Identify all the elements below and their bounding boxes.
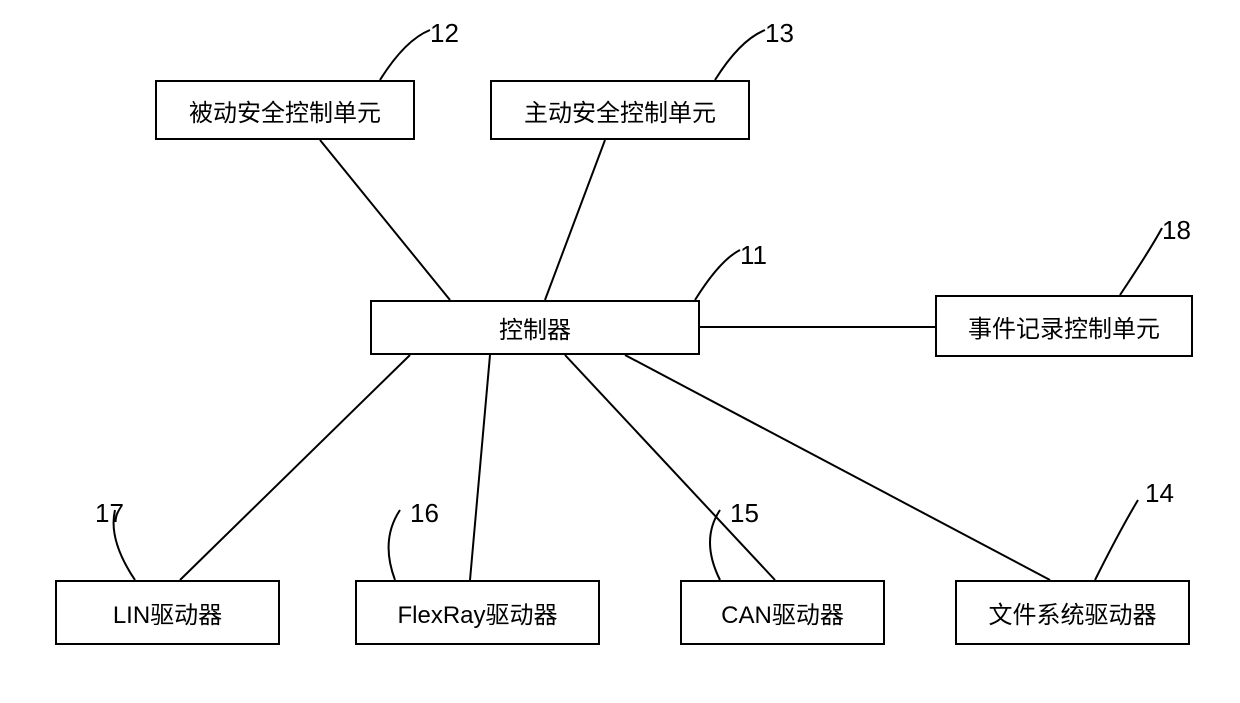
node-flexray-driver-label: FlexRay驱动器 [397, 595, 557, 630]
node-active-safety: 主动安全控制单元 [490, 80, 750, 140]
node-event-record-label: 事件记录控制单元 [968, 309, 1160, 344]
node-event-record: 事件记录控制单元 [935, 295, 1193, 357]
ref-label-15: 15 [730, 498, 759, 529]
ref-label-18: 18 [1162, 215, 1191, 246]
ref-label-16: 16 [410, 498, 439, 529]
node-file-system: 文件系统驱动器 [955, 580, 1190, 645]
node-can-driver: CAN驱动器 [680, 580, 885, 645]
ref-label-13: 13 [765, 18, 794, 49]
ref-label-12: 12 [430, 18, 459, 49]
node-controller-label: 控制器 [499, 310, 571, 345]
node-controller: 控制器 [370, 300, 700, 355]
ref-label-14: 14 [1145, 478, 1174, 509]
node-flexray-driver: FlexRay驱动器 [355, 580, 600, 645]
node-passive-safety: 被动安全控制单元 [155, 80, 415, 140]
node-file-system-label: 文件系统驱动器 [989, 595, 1157, 630]
node-lin-driver: LIN驱动器 [55, 580, 280, 645]
ref-label-11: 11 [740, 240, 767, 271]
ref-label-17: 17 [95, 498, 124, 529]
node-can-driver-label: CAN驱动器 [721, 595, 844, 630]
node-active-safety-label: 主动安全控制单元 [524, 93, 716, 128]
node-lin-driver-label: LIN驱动器 [113, 595, 222, 630]
node-passive-safety-label: 被动安全控制单元 [189, 93, 381, 128]
